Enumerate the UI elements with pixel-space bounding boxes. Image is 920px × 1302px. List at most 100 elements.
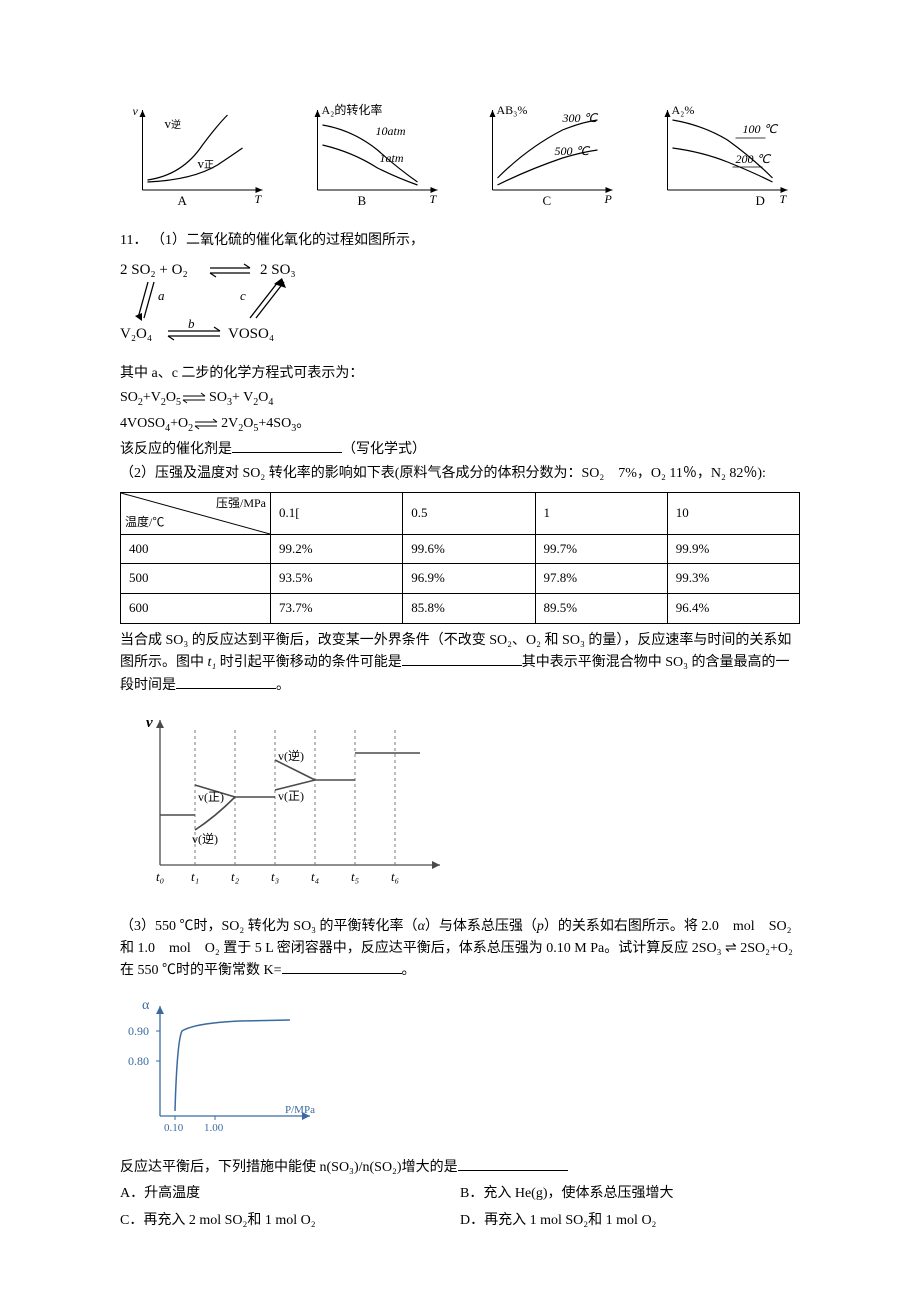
- cell: 97.8%: [535, 564, 667, 594]
- svg-text:0.90: 0.90: [128, 1024, 149, 1038]
- axis-y-c: AB₃%: [497, 103, 528, 117]
- svg-text:t₆: t₆: [391, 869, 399, 884]
- svg-text:v(逆): v(逆): [278, 748, 304, 763]
- label-1atm: 1atm: [380, 151, 404, 165]
- svg-text:0.80: 0.80: [128, 1054, 149, 1068]
- svg-text:V₂O₄: V₂O₄: [120, 326, 152, 342]
- axis-t-d: T: [780, 192, 788, 206]
- label-500c: 500 ℃: [555, 144, 591, 158]
- blank-catalyst[interactable]: [232, 439, 342, 453]
- cell: 99.6%: [403, 534, 535, 564]
- alpha-pressure-chart: α 0.90 0.80 0.10 1.00 P/MPa: [120, 991, 800, 1149]
- diag-header: 压强/MPa 温度/℃: [121, 492, 271, 534]
- axis-t: T: [255, 192, 263, 206]
- blank-choice[interactable]: [458, 1157, 568, 1171]
- blank-condition[interactable]: [402, 652, 522, 666]
- chart-a: v T v逆 v正 A: [120, 100, 275, 210]
- q11-part1-text: （1）二氧化硫的催化氧化的过程如图所示，: [151, 233, 424, 248]
- alpha-var: α: [418, 919, 425, 934]
- option-a: A．升高温度: [120, 1181, 460, 1207]
- option-d: D．再充入 1 mol SO₂和 1 mol O₂: [460, 1208, 800, 1234]
- catalyst-prefix: 该反应的催化剂是: [120, 442, 232, 457]
- four-charts-row: v T v逆 v正 A A₂的转化率 T 10atm 1atm B: [120, 100, 800, 210]
- col-3: 10: [667, 492, 799, 534]
- cell: 89.5%: [535, 594, 667, 624]
- chart-d: A₂% T 100 ℃ 200 ℃ D: [645, 100, 800, 210]
- svg-text:0.10: 0.10: [164, 1122, 184, 1134]
- cell: 99.3%: [667, 564, 799, 594]
- col-1: 0.5: [403, 492, 535, 534]
- svg-text:α: α: [142, 998, 150, 1013]
- table-row: 500 93.5% 96.9% 97.8% 99.3%: [121, 564, 800, 594]
- svg-text:t₃: t₃: [271, 869, 279, 884]
- label-vreverse: v逆: [165, 116, 182, 131]
- col-0: 0.1[: [271, 492, 403, 534]
- chart-d-label: D: [756, 193, 765, 208]
- eq-c: 4VOSO4+O22V2O5+4SO3。: [120, 413, 800, 437]
- svg-text:t₁: t₁: [191, 869, 199, 884]
- cell: 85.8%: [403, 594, 535, 624]
- chart-b-label: B: [358, 193, 367, 208]
- svg-text:VOSO₄: VOSO₄: [228, 326, 274, 342]
- svg-text:v(正): v(正): [278, 789, 304, 803]
- chart-b: A₂的转化率 T 10atm 1atm B: [295, 100, 450, 210]
- after-table-text: 当合成 SO₃ 的反应达到平衡后，改变某一外界条件（不改变 SO₂、O₂ 和 S…: [120, 630, 800, 697]
- svg-text:v(正): v(正): [198, 790, 224, 804]
- cell: 73.7%: [271, 594, 403, 624]
- label-vforward: v正: [198, 156, 215, 171]
- svg-text:c: c: [240, 288, 246, 303]
- catalyst-line: 该反应的催化剂是 （写化学式）: [120, 439, 800, 461]
- cell: 99.7%: [535, 534, 667, 564]
- reaction-diagram: 2 SO₂ + O₂ 2 SO₃ a c V₂O₄ b VOSO₄: [120, 258, 800, 356]
- cell: 99.2%: [271, 534, 403, 564]
- axis-y-d: A₂%: [672, 103, 695, 117]
- blank-time[interactable]: [176, 675, 276, 689]
- cell: 99.9%: [667, 534, 799, 564]
- label-100c: 100 ℃: [743, 122, 779, 136]
- closing-text: 反应达平衡后，下列措施中能使 n(SO₃)/n(SO₂)增大的是: [120, 1160, 458, 1175]
- chart-c: AB₃% P 300 ℃ 500 ℃ C: [470, 100, 625, 210]
- cell: 500: [121, 564, 271, 594]
- aftertable-seg4: 。: [276, 678, 290, 693]
- p3-seg-a: （3）550 ℃时，SO₂ 转化为 SO₃ 的平衡转化率（: [120, 919, 418, 934]
- cell: 600: [121, 594, 271, 624]
- header-pressure: 压强/MPa: [216, 496, 266, 510]
- axis-y-b: A₂的转化率: [322, 102, 383, 117]
- cell: 400: [121, 534, 271, 564]
- label-200c: 200 ℃: [736, 152, 772, 166]
- axis-v: v: [133, 104, 139, 118]
- axis-p-c: P: [604, 192, 613, 206]
- svg-text:t₂: t₂: [231, 869, 240, 884]
- closing-question: 反应达平衡后，下列措施中能使 n(SO₃)/n(SO₂)增大的是: [120, 1157, 800, 1179]
- chart-c-label: C: [543, 193, 552, 208]
- aftertable-seg2: 时引起平衡移动的条件可能是: [216, 655, 402, 670]
- p3-seg-d: 。: [402, 963, 416, 978]
- svg-text:t₀: t₀: [156, 869, 164, 884]
- q11-number: 11．: [120, 233, 147, 248]
- eq-a: SO2+V2O5SO3+ V2O4: [120, 387, 800, 411]
- col-2: 1: [535, 492, 667, 534]
- chart-a-label: A: [178, 193, 188, 208]
- svg-text:t₄: t₄: [311, 869, 320, 884]
- p-var: p: [537, 919, 544, 934]
- table-row: 400 99.2% 99.6% 99.7% 99.9%: [121, 534, 800, 564]
- options: A．升高温度 B．充入 He(g)，使体系总压强增大 C．再充入 2 mol S…: [120, 1181, 800, 1234]
- label-300c: 300 ℃: [562, 111, 599, 125]
- axis-t-b: T: [430, 192, 438, 206]
- rate-time-chart: v v(正) v(逆) v(逆) v(正) t₀ t₁ t₂ t₃ t₄ t₅ …: [120, 705, 800, 903]
- svg-text:2 SO₃: 2 SO₃: [260, 262, 296, 278]
- svg-text:t₅: t₅: [351, 869, 359, 884]
- label-10atm: 10atm: [376, 124, 406, 138]
- header-temp: 温度/℃: [125, 515, 164, 529]
- cell: 96.9%: [403, 564, 535, 594]
- option-c: C．再充入 2 mol SO₂和 1 mol O₂: [120, 1208, 460, 1234]
- q11-part2: （2）压强及温度对 SO₂ 转化率的影响如下表(原料气各成分的体积分数为：SO₂…: [120, 463, 800, 485]
- table-row: 600 73.7% 85.8% 89.5% 96.4%: [121, 594, 800, 624]
- p3-seg-b: ）与体系总压强（: [425, 919, 537, 934]
- svg-text:b: b: [188, 316, 195, 331]
- q11-part3: （3）550 ℃时，SO₂ 转化为 SO₃ 的平衡转化率（α）与体系总压强（p）…: [120, 916, 800, 983]
- option-b: B．充入 He(g)，使体系总压强增大: [460, 1181, 800, 1207]
- blank-k[interactable]: [282, 960, 402, 974]
- catalyst-suffix: （写化学式）: [342, 442, 426, 457]
- svg-text:1.00: 1.00: [204, 1122, 224, 1134]
